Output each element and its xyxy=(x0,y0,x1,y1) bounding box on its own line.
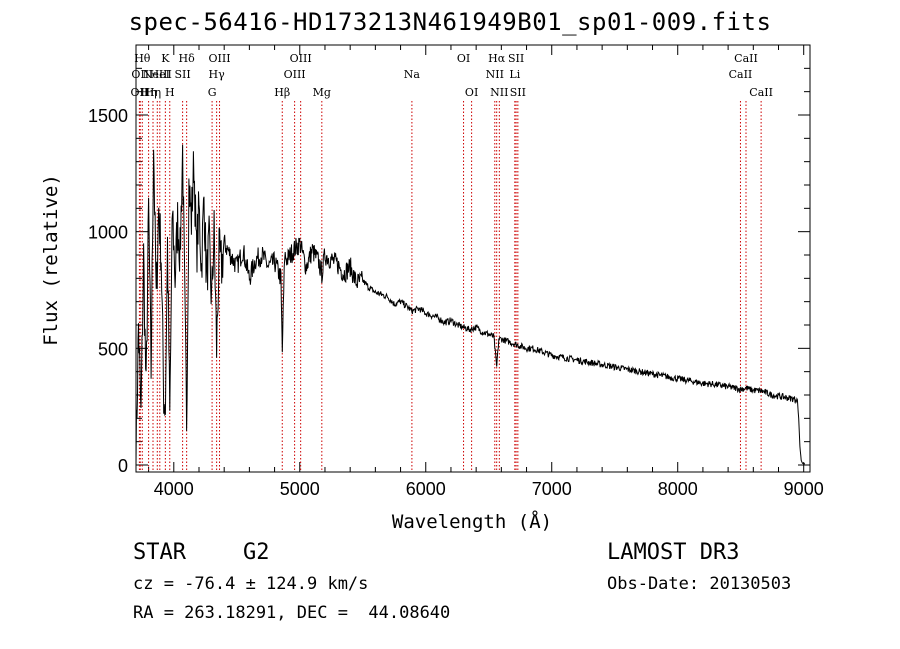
x-tick-label: 6000 xyxy=(406,479,446,499)
chart-title: spec-56416-HD173213N461949B01_sp01-009.f… xyxy=(128,8,772,36)
line-marker-label: HeI xyxy=(150,68,170,81)
line-marker-label: NII xyxy=(486,68,504,81)
x-tick-label: 4000 xyxy=(154,479,194,499)
line-marker-label: OI xyxy=(457,52,470,65)
line-marker-label: Li xyxy=(509,68,520,81)
line-marker-label: OIII xyxy=(208,52,230,65)
subclass: G2 xyxy=(243,540,270,565)
line-marker-label: Hδ xyxy=(179,52,196,65)
coordinates-text: RA = 263.18291, DEC = 44.08640 xyxy=(133,603,451,623)
line-marker-label: OIII xyxy=(290,52,312,65)
line-marker-label: OIII xyxy=(284,68,306,81)
axes: 4000 5000 6000 7000 8000 9000 0 500 1000 1500 xyxy=(88,44,824,499)
y-axis-label: Flux (relative) xyxy=(40,174,62,346)
line-marker-label: OII xyxy=(131,86,149,99)
line-marker-label: Hθ xyxy=(134,52,151,65)
survey-label: LAMOST DR3 xyxy=(607,540,740,565)
line-marker-label: K xyxy=(161,52,170,65)
obs-date-text: Obs-Date: 20130503 xyxy=(607,574,792,594)
y-tick-label: 1000 xyxy=(88,223,128,243)
line-marker-label: Hγ xyxy=(209,68,226,81)
line-marker-label: G xyxy=(208,86,217,99)
redshift-text: cz = -76.4 ± 124.9 km/s xyxy=(133,574,369,594)
line-marker-label: CaII xyxy=(734,52,758,65)
plot-frame xyxy=(135,44,811,473)
line-marker-label: SII xyxy=(510,86,526,99)
line-marker-label: Hβ xyxy=(274,86,290,99)
line-marker-label: Hη xyxy=(145,86,161,99)
line-marker-label: SII xyxy=(508,52,524,65)
x-tick-label: 9000 xyxy=(784,479,824,499)
y-tick-label: 0 xyxy=(118,456,128,476)
line-marker-label: OI xyxy=(465,86,478,99)
line-marker-label: SII xyxy=(174,68,190,81)
x-tick-label: 5000 xyxy=(280,479,320,499)
line-marker-label: NeIII xyxy=(143,68,172,81)
line-marker-label: CaII xyxy=(749,86,773,99)
x-axis-label: Wavelength (Å) xyxy=(392,510,552,533)
object-class: STAR xyxy=(133,540,186,565)
x-tick-label: 8000 xyxy=(658,479,698,499)
line-marker-label: OII xyxy=(131,68,149,81)
line-marker-label: CaII xyxy=(729,68,753,81)
line-marker-label: Hη xyxy=(141,86,157,99)
y-tick-label: 500 xyxy=(98,339,128,359)
x-tick-label: 7000 xyxy=(532,479,572,499)
spectrum-line xyxy=(135,144,805,466)
line-marker-label: Hα xyxy=(488,52,506,65)
line-marker-label: NII xyxy=(490,86,508,99)
line-marker-label: Mg xyxy=(313,86,331,99)
line-marker-label: H xyxy=(165,86,175,99)
y-tick-label: 1500 xyxy=(88,106,128,126)
spectrum-line-group xyxy=(135,144,805,466)
line-marker-label: Na xyxy=(404,68,421,81)
